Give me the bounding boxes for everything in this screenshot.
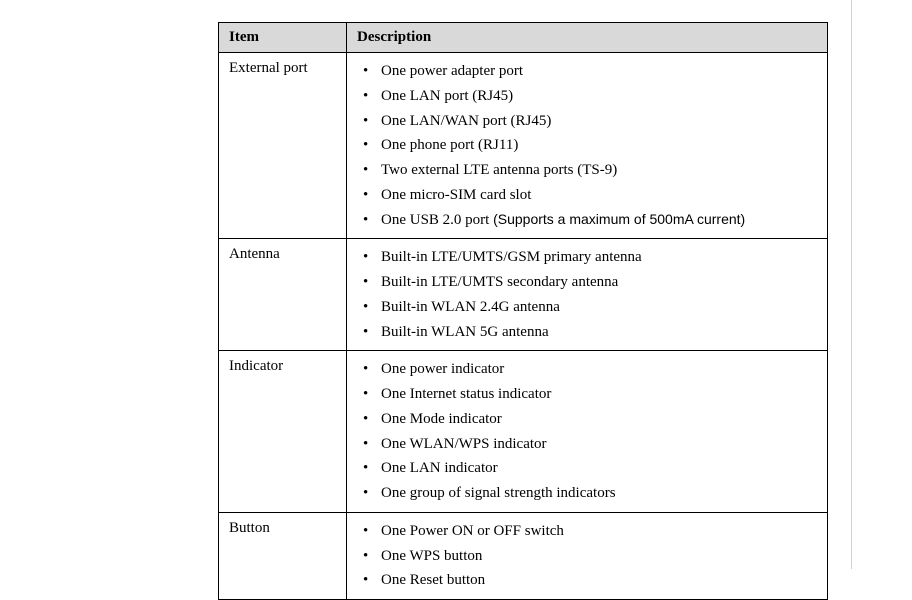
list-item-text: One micro-SIM card slot (381, 187, 531, 203)
cell-description: One power indicator One Internet status i… (347, 351, 828, 513)
list-item-text: Built-in LTE/UMTS/GSM primary antenna (381, 249, 642, 265)
list-item-text: One WLAN/WPS indicator (381, 436, 547, 452)
list-item: One USB 2.0 port (Supports a maximum of … (363, 208, 817, 233)
cell-item: Button (219, 512, 347, 599)
list-item-text: One LAN port (RJ45) (381, 88, 513, 104)
description-list: One Power ON or OFF switch One WPS button… (357, 519, 817, 593)
list-item: One LAN indicator (363, 456, 817, 481)
list-item-text: One USB 2.0 port (381, 212, 493, 228)
list-item-text: One WPS button (381, 548, 482, 564)
item-label: Antenna (229, 246, 280, 262)
list-item: One micro-SIM card slot (363, 183, 817, 208)
cell-item: Indicator (219, 351, 347, 513)
table-row: Button One Power ON or OFF switch One WPS … (219, 512, 828, 599)
spec-table: Item Description External port One power … (218, 22, 828, 600)
list-item-text: Built-in WLAN 2.4G antenna (381, 299, 560, 315)
list-item: Built-in WLAN 5G antenna (363, 320, 817, 345)
list-item-text: One Internet status indicator (381, 386, 551, 402)
col-header-item: Item (219, 23, 347, 53)
list-item: One LAN port (RJ45) (363, 84, 817, 109)
page-container: Item Description External port One power … (0, 0, 912, 600)
list-item-text: One LAN indicator (381, 460, 498, 476)
cell-item: External port (219, 53, 347, 239)
list-item: One power adapter port (363, 59, 817, 84)
table-row: Antenna Built-in LTE/UMTS/GSM primary ant… (219, 239, 828, 351)
list-item: One Mode indicator (363, 407, 817, 432)
table-row: External port One power adapter port One L… (219, 53, 828, 239)
list-item-text: One power indicator (381, 361, 504, 377)
list-item-text: One LAN/WAN port (RJ45) (381, 113, 551, 129)
item-label: Indicator (229, 358, 283, 374)
description-list: One power adapter port One LAN port (RJ45… (357, 59, 817, 232)
list-item: One group of signal strength indicators (363, 481, 817, 506)
list-item-text: Built-in WLAN 5G antenna (381, 324, 549, 340)
list-item-text: One Mode indicator (381, 411, 502, 427)
list-item: One WPS button (363, 544, 817, 569)
list-item: Two external LTE antenna ports (TS-9) (363, 158, 817, 183)
list-item-text: One Reset button (381, 572, 485, 588)
list-item-note: (Supports a maximum of 500mA current) (493, 211, 745, 227)
list-item: One Reset button (363, 568, 817, 593)
list-item: Built-in WLAN 2.4G antenna (363, 295, 817, 320)
cell-item: Antenna (219, 239, 347, 351)
cell-description: Built-in LTE/UMTS/GSM primary antenna Bui… (347, 239, 828, 351)
cell-description: One Power ON or OFF switch One WPS button… (347, 512, 828, 599)
description-list: Built-in LTE/UMTS/GSM primary antenna Bui… (357, 245, 817, 344)
item-label: Button (229, 520, 270, 536)
description-list: One power indicator One Internet status i… (357, 357, 817, 506)
vertical-rule (851, 0, 852, 569)
list-item: One power indicator (363, 357, 817, 382)
list-item-text: Two external LTE antenna ports (TS-9) (381, 162, 617, 178)
cell-description: One power adapter port One LAN port (RJ45… (347, 53, 828, 239)
list-item-text: One phone port (RJ11) (381, 137, 518, 153)
col-header-description: Description (347, 23, 828, 53)
list-item-text: One power adapter port (381, 63, 523, 79)
table-header-row: Item Description (219, 23, 828, 53)
list-item: Built-in LTE/UMTS secondary antenna (363, 270, 817, 295)
list-item: One WLAN/WPS indicator (363, 432, 817, 457)
table-row: Indicator One power indicator One Internet… (219, 351, 828, 513)
list-item: Built-in LTE/UMTS/GSM primary antenna (363, 245, 817, 270)
list-item-text: One Power ON or OFF switch (381, 523, 564, 539)
list-item: One LAN/WAN port (RJ45) (363, 109, 817, 134)
list-item-text: One group of signal strength indicators (381, 485, 616, 501)
list-item: One Power ON or OFF switch (363, 519, 817, 544)
list-item: One phone port (RJ11) (363, 133, 817, 158)
table-body: External port One power adapter port One L… (219, 53, 828, 600)
list-item-text: Built-in LTE/UMTS secondary antenna (381, 274, 618, 290)
list-item: One Internet status indicator (363, 382, 817, 407)
item-label: External port (229, 60, 308, 76)
